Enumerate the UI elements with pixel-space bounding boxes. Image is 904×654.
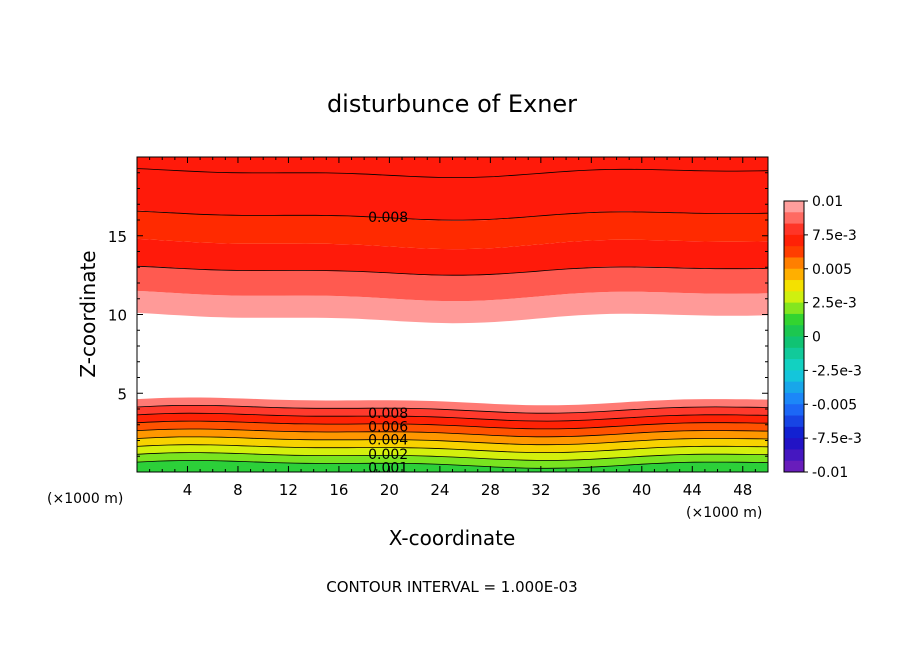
contour-label: 0.008 bbox=[368, 406, 408, 422]
colorbar-label: 0 bbox=[812, 330, 821, 346]
colorbar-label: -0.005 bbox=[812, 397, 857, 413]
contour-label: 0.002 bbox=[368, 447, 408, 463]
colorbar-label: 7.5e-3 bbox=[812, 228, 857, 244]
colorbar-swatch bbox=[784, 347, 804, 360]
colorbar-swatch bbox=[784, 257, 804, 270]
contour-band-lower bbox=[137, 436, 768, 453]
colorbar-swatch bbox=[784, 460, 804, 473]
x-tick-label: 8 bbox=[233, 481, 243, 499]
colorbar-label: 2.5e-3 bbox=[812, 296, 857, 312]
colorbar-swatch bbox=[784, 426, 804, 439]
x-tick-label: 24 bbox=[430, 481, 449, 499]
contour-line bbox=[137, 436, 768, 446]
contour-band-lower bbox=[137, 429, 768, 445]
contour-band-upper bbox=[137, 265, 768, 302]
colorbar-swatch bbox=[784, 291, 804, 304]
x-axis-label: X-coordinate bbox=[389, 526, 516, 550]
contour-label: 0.006 bbox=[368, 419, 408, 435]
colorbar-swatch bbox=[784, 280, 804, 292]
colorbar-swatch bbox=[784, 392, 804, 405]
contour-label: 0.004 bbox=[368, 433, 408, 449]
contour-band-upper bbox=[137, 157, 768, 221]
colorbar-label: -2.5e-3 bbox=[812, 363, 862, 379]
x-tick-label: 48 bbox=[733, 481, 752, 499]
plot-area bbox=[137, 157, 768, 472]
contour-band-lower bbox=[137, 421, 768, 437]
x-tick-label: 4 bbox=[183, 481, 193, 499]
contour-line bbox=[137, 412, 768, 422]
x-axis: 4 8 12 16 20 24 28 32 36 40 44 48(×1000 m)(×1000 m)… bbox=[47, 157, 769, 550]
y-tick-label: 15 bbox=[108, 228, 127, 246]
x-tick-label: 20 bbox=[380, 481, 399, 499]
colorbar-label: 0.005 bbox=[812, 262, 852, 278]
x-tick-label: 40 bbox=[632, 481, 651, 499]
contour-band-upper bbox=[137, 238, 768, 276]
colorbar-swatch bbox=[784, 223, 804, 236]
contour-band-lower bbox=[137, 444, 768, 461]
y-axis-label: Z-coordinate bbox=[76, 250, 100, 377]
colorbar-swatch bbox=[784, 302, 804, 315]
contour-band-lower bbox=[137, 413, 768, 429]
colorbar-swatch bbox=[784, 415, 804, 428]
contour-label: 0.001 bbox=[368, 460, 408, 476]
x-tick-label: 32 bbox=[531, 481, 550, 499]
colorbar-swatch bbox=[784, 246, 804, 258]
colorbar-swatch bbox=[784, 359, 804, 371]
contour-line bbox=[137, 452, 768, 461]
contour-line bbox=[137, 168, 768, 178]
contour-line bbox=[137, 420, 768, 430]
x-unit-right: (×1000 m) bbox=[686, 505, 762, 521]
contour-band-lower bbox=[137, 405, 768, 422]
contour-band-lower bbox=[137, 397, 768, 414]
x-tick-label: 12 bbox=[279, 481, 298, 499]
contour-band-lower bbox=[137, 452, 768, 469]
contour-line bbox=[137, 460, 768, 469]
colorbar-swatch bbox=[784, 268, 804, 281]
contour-line bbox=[137, 265, 768, 276]
chart-title: disturbunce of Exner bbox=[327, 90, 577, 118]
colorbar: 0.01 7.5e-3 0.005 2.5e-3 0 -2.5e-3 -0.005 -7.5e… bbox=[783, 194, 862, 481]
y-tick-label: 5 bbox=[117, 385, 127, 403]
colorbar-label: 0.01 bbox=[812, 194, 843, 210]
colorbar-swatch bbox=[784, 325, 804, 337]
colorbar-swatch bbox=[784, 404, 804, 417]
contour-band-upper bbox=[137, 210, 768, 250]
x-unit-left: (×1000 m) bbox=[47, 491, 123, 507]
y-tick-label: 10 bbox=[108, 307, 127, 325]
colorbar-label: -0.01 bbox=[812, 465, 848, 481]
contour-interval-note: CONTOUR INTERVAL = 1.000E-03 bbox=[326, 578, 577, 596]
contour-line bbox=[137, 405, 768, 414]
x-tick-label: 16 bbox=[329, 481, 348, 499]
colorbar-swatch bbox=[784, 449, 804, 462]
colorbar-swatch bbox=[784, 234, 804, 247]
colorbar-swatch bbox=[784, 212, 804, 225]
colorbar-swatch bbox=[784, 381, 804, 394]
colorbar-label: -7.5e-3 bbox=[812, 431, 862, 447]
contour-line bbox=[137, 444, 768, 454]
contour-band-upper bbox=[137, 290, 768, 324]
contour-label: 0.008 bbox=[368, 210, 408, 226]
colorbar-swatch bbox=[784, 370, 804, 383]
colorbar-swatch bbox=[784, 313, 804, 326]
x-tick-label: 44 bbox=[683, 481, 702, 499]
x-tick-label: 28 bbox=[481, 481, 500, 499]
y-axis: 5 10 15 Z-coordinate bbox=[76, 156, 768, 473]
contour-line bbox=[137, 210, 768, 221]
colorbar-swatch bbox=[784, 336, 804, 349]
contour-line bbox=[137, 428, 768, 438]
x-tick-label: 36 bbox=[582, 481, 601, 499]
colorbar-swatch bbox=[784, 201, 804, 213]
colorbar-swatch bbox=[784, 438, 804, 450]
